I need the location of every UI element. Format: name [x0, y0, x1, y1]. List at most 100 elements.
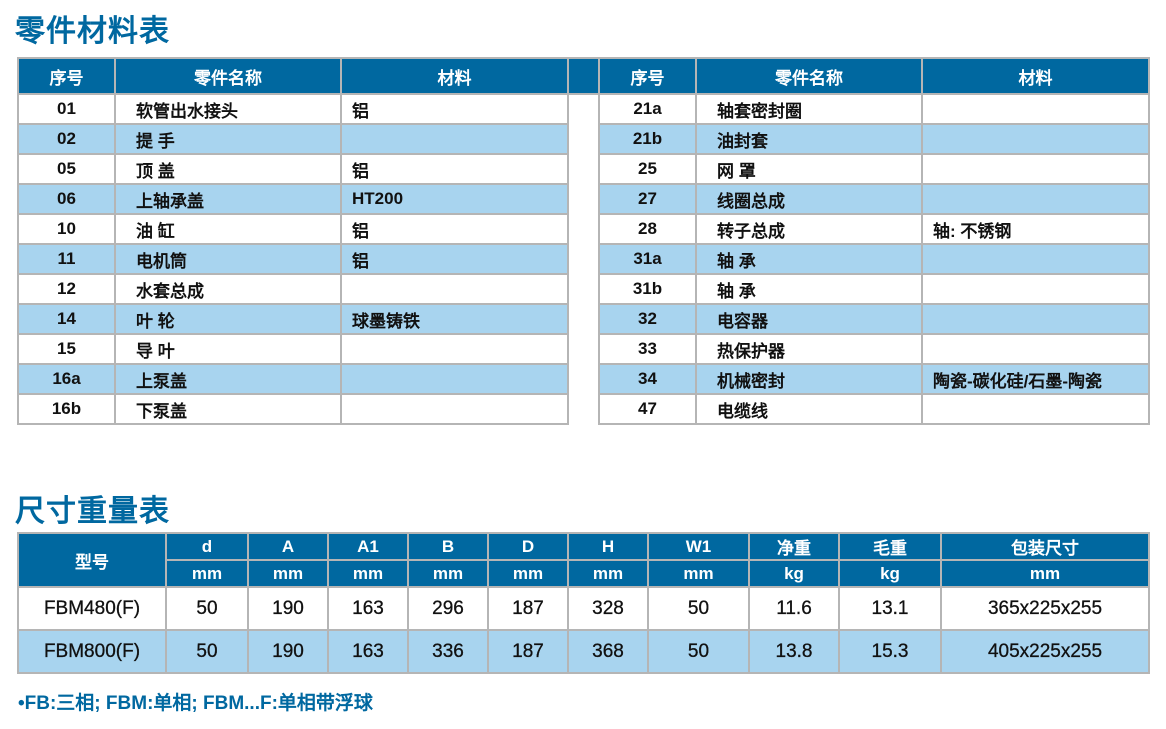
cell-no: 15: [17, 333, 116, 365]
dims-table-title: 尺寸重量表: [15, 495, 170, 528]
header-material: 材料: [340, 57, 569, 95]
header-no: 序号: [598, 57, 697, 95]
cell-no: 02: [17, 123, 116, 155]
cell-name: 下泵盖: [114, 393, 342, 425]
cell-name: 水套总成: [114, 273, 342, 305]
header-no: 序号: [17, 57, 116, 95]
cell-no: 10: [17, 213, 116, 245]
cell-material: [340, 393, 569, 425]
header-gap: [567, 57, 600, 95]
cell-material: 铝: [340, 93, 569, 125]
cell-name: 轴 承: [695, 273, 923, 305]
parts-material-table: 序号 零件名称 材料 序号 零件名称 材料 01 软管出水接头铝 21a 轴套密封圈 0…: [17, 57, 1150, 425]
dimensions-weight-table: 型号 d A A1 B D H W1 净重 毛重 包装尺寸 mm mm mm mm mm mm mm kg kg mm…: [17, 532, 1150, 674]
cell-material: [921, 153, 1150, 185]
cell-no: 21a: [598, 93, 697, 125]
cell-name: 轴套密封圈: [695, 93, 923, 125]
cell-value: 296: [407, 586, 489, 631]
cell-no: 06: [17, 183, 116, 215]
cell-material: [921, 93, 1150, 125]
header-7: 净重: [748, 532, 840, 561]
cell-material: [340, 363, 569, 395]
cell-name: 热保护器: [695, 333, 923, 365]
cell-material: 陶瓷-碳化硅/石墨-陶瓷: [921, 363, 1150, 395]
cell-value: 50: [165, 586, 249, 631]
table-row: FBM480(F) 50 190 163 296 187 328 50 11.6 13.1 365x…: [17, 586, 1150, 631]
footnote: •FB:三相; FBM:单相; FBM...F:单相带浮球: [18, 688, 373, 715]
header-4: D: [487, 532, 569, 561]
cell-name: 提 手: [114, 123, 342, 155]
cell-no: 12: [17, 273, 116, 305]
cell-value: 50: [647, 586, 750, 631]
table-row: 14 叶 轮球墨铸铁 32 电容器: [17, 303, 1150, 335]
cell-no: 47: [598, 393, 697, 425]
cell-name: 导 叶: [114, 333, 342, 365]
cell-material: [921, 333, 1150, 365]
header-0: d: [165, 532, 249, 561]
cell-name: 电容器: [695, 303, 923, 335]
cell-model: FBM480(F): [17, 586, 167, 631]
cell-no: 14: [17, 303, 116, 335]
cell-name: 顶 盖: [114, 153, 342, 185]
cell-value: 163: [327, 586, 409, 631]
cell-material: HT200: [340, 183, 569, 215]
cell-material: 铝: [340, 153, 569, 185]
cell-value: 11.6: [748, 586, 840, 631]
cell-name: 轴 承: [695, 243, 923, 275]
cell-material: [921, 273, 1150, 305]
bullet-icon: •: [18, 693, 25, 714]
cell-name: 油 缸: [114, 213, 342, 245]
cell-name: 机械密封: [695, 363, 923, 395]
header-6: W1: [647, 532, 750, 561]
header-8: 毛重: [838, 532, 942, 561]
header-2: A1: [327, 532, 409, 561]
cell-value: 190: [247, 586, 329, 631]
cell-no: 33: [598, 333, 697, 365]
cell-value: 365x225x255: [940, 586, 1150, 631]
cell-name: 线圈总成: [695, 183, 923, 215]
cell-name: 软管出水接头: [114, 93, 342, 125]
table-row: FBM800(F) 50 190 163 336 187 368 50 13.8 15.3 405x…: [17, 629, 1150, 674]
table-row: 01 软管出水接头铝 21a 轴套密封圈: [17, 93, 1150, 424]
cell-value: 190: [247, 629, 329, 674]
table-row: 12 水套总成 31b 轴 承: [17, 273, 1150, 305]
unit-0: mm: [165, 559, 249, 588]
dims-unit-row: mm mm mm mm mm mm mm kg kg mm: [18, 559, 1150, 588]
cell-value: 163: [327, 629, 409, 674]
header-3: B: [407, 532, 489, 561]
cell-no: 01: [17, 93, 116, 125]
cell-material: [921, 123, 1150, 155]
cell-no: 11: [17, 243, 116, 275]
parts-header-row: 序号 零件名称 材料 序号 零件名称 材料: [17, 57, 1150, 95]
cell-material: 铝: [340, 243, 569, 275]
cell-value: 336: [407, 629, 489, 674]
cell-no: 16a: [17, 363, 116, 395]
dims-header-row: 型号 d A A1 B D H W1 净重 毛重 包装尺寸: [17, 532, 1150, 588]
cell-material: [921, 183, 1150, 215]
unit-9: mm: [940, 559, 1150, 588]
cell-name: 电缆线: [695, 393, 923, 425]
table-row: 15 导 叶 33 热保护器: [17, 333, 1150, 365]
cell-value: 15.3: [838, 629, 942, 674]
cell-no: 34: [598, 363, 697, 395]
header-name: 零件名称: [695, 57, 923, 95]
table-row: 05 顶 盖铝 25 网 罩: [17, 153, 1150, 185]
table-row: 02 提 手 21b 油封套: [17, 123, 1150, 155]
cell-material: 轴: 不锈钢: [921, 213, 1150, 245]
unit-1: mm: [247, 559, 329, 588]
cell-model: FBM800(F): [17, 629, 167, 674]
cell-no: 31a: [598, 243, 697, 275]
cell-value: 13.8: [748, 629, 840, 674]
cell-no: 32: [598, 303, 697, 335]
unit-5: mm: [567, 559, 649, 588]
cell-material: 球墨铸铁: [340, 303, 569, 335]
cell-name: 电机筒: [114, 243, 342, 275]
unit-6: mm: [647, 559, 750, 588]
cell-no: 25: [598, 153, 697, 185]
cell-material: [921, 303, 1150, 335]
table-row: 10 油 缸铝 28 转子总成 轴: 不锈钢: [17, 213, 1150, 245]
cell-no: 28: [598, 213, 697, 245]
cell-material: [340, 123, 569, 155]
header-9: 包装尺寸: [940, 532, 1150, 561]
header-1: A: [247, 532, 329, 561]
